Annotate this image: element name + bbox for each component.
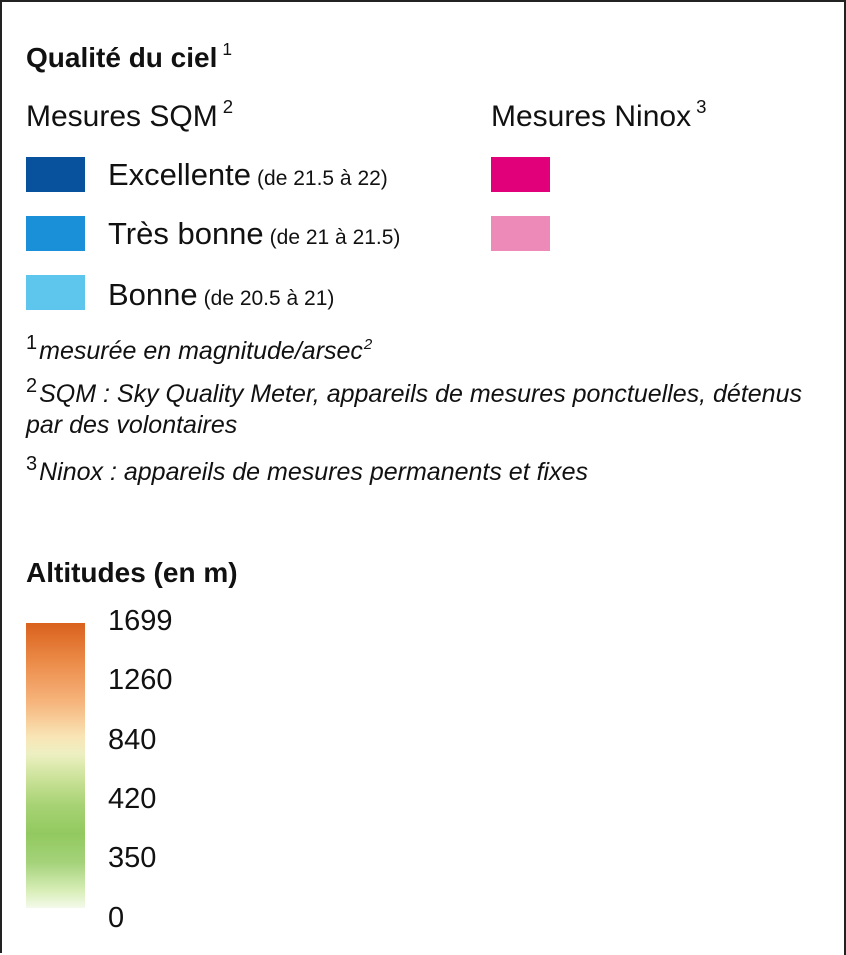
ninox-header-ref: 3 xyxy=(696,95,707,117)
footnote-text: mesurée en magnitude/arsec xyxy=(39,337,363,365)
altitude-tick: 420 xyxy=(108,783,157,815)
legend-border xyxy=(844,2,846,955)
footnote-2: 2SQM : Sky Quality Meter, appareils de m… xyxy=(26,375,826,442)
altitude-tick: 1699 xyxy=(108,605,173,637)
sqm-header-text: Mesures SQM xyxy=(26,100,218,133)
altitude-title: Altitudes (en m) xyxy=(26,557,238,588)
sqm-class-range: (de 21 à 21.5) xyxy=(269,226,401,249)
altitude-tick: 840 xyxy=(108,724,157,756)
footnote-superscript: 2 xyxy=(363,336,373,353)
sky-quality-title: Qualité du ciel 1 xyxy=(26,40,232,73)
altitude-color-ramp xyxy=(26,623,85,908)
sqm-class-range: (de 21.5 à 22) xyxy=(257,167,388,190)
footnote-1: 1mesurée en magnitude/arsec2 xyxy=(26,332,826,367)
footnote-3: 3Ninox : appareils de mesures permanents… xyxy=(26,453,826,488)
sky-quality-title-text: Qualité du ciel xyxy=(26,42,218,73)
sky-quality-title-ref: 1 xyxy=(222,38,233,59)
footnote-number: 2 xyxy=(26,375,38,397)
sqm-label-excellent: Excellente (de 21.5 à 22) xyxy=(108,159,388,190)
sqm-class-name: Très bonne xyxy=(108,216,264,251)
altitude-tick: 1260 xyxy=(108,664,173,696)
altitude-tick: 0 xyxy=(108,902,125,934)
sqm-label-very-good: Très bonne (de 21 à 21.5) xyxy=(108,218,400,249)
ninox-header: Mesures Ninox 3 xyxy=(491,97,706,133)
sqm-header-ref: 2 xyxy=(222,95,234,117)
sqm-swatch-good xyxy=(26,275,85,310)
ninox-header-text: Mesures Ninox xyxy=(491,100,692,133)
sqm-class-range: (de 20.5 à 21) xyxy=(203,287,335,310)
footnote-number: 1 xyxy=(26,332,38,354)
footnote-text: Ninox : appareils de mesures permanents … xyxy=(39,458,589,486)
sqm-header: Mesures SQM 2 xyxy=(26,97,233,133)
sqm-class-name: Excellente xyxy=(108,157,252,192)
footnote-text: SQM : Sky Quality Meter, appareils de me… xyxy=(26,380,802,440)
ninox-swatch-2 xyxy=(491,216,550,251)
sqm-class-name: Bonne xyxy=(108,277,198,312)
altitude-tick: 350 xyxy=(108,842,157,874)
footnote-number: 3 xyxy=(26,453,38,475)
ninox-swatch-1 xyxy=(491,157,550,192)
sqm-swatch-very-good xyxy=(26,216,85,251)
sqm-swatch-excellent xyxy=(26,157,85,192)
sqm-label-good: Bonne (de 20.5 à 21) xyxy=(108,279,334,310)
